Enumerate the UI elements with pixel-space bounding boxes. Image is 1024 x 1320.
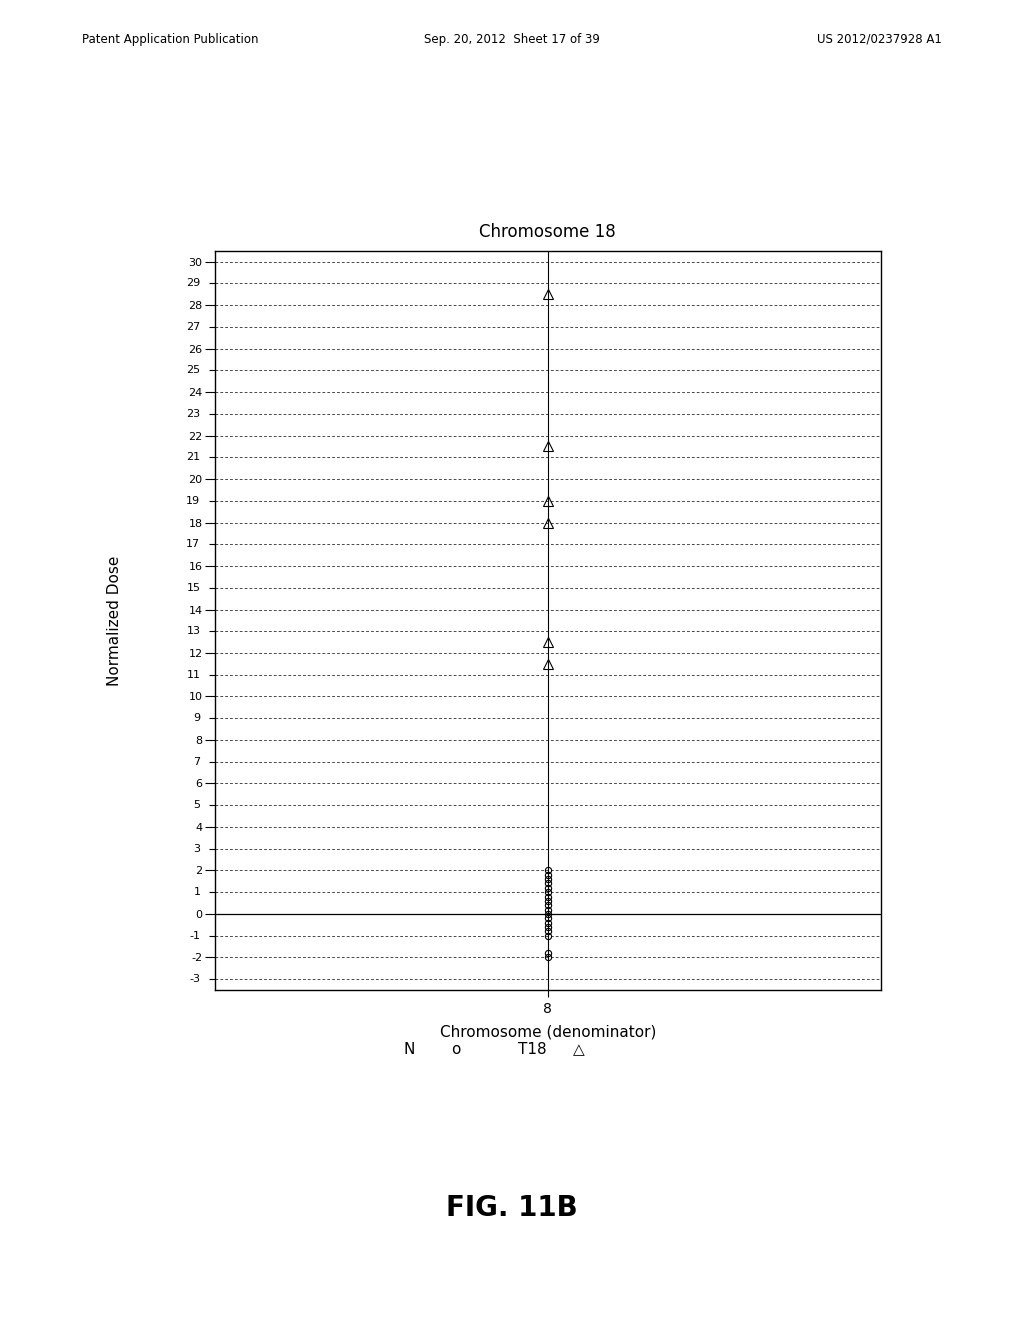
Text: 19: 19	[186, 496, 201, 506]
Text: -3: -3	[189, 974, 201, 985]
Text: 1: 1	[194, 887, 201, 898]
Text: -1: -1	[189, 931, 201, 941]
Text: 5: 5	[194, 800, 201, 810]
Text: T18: T18	[518, 1041, 547, 1057]
Text: US 2012/0237928 A1: US 2012/0237928 A1	[817, 33, 942, 46]
Text: 27: 27	[186, 322, 201, 331]
Text: 11: 11	[186, 669, 201, 680]
Text: o: o	[451, 1041, 461, 1057]
X-axis label: Chromosome (denominator): Chromosome (denominator)	[439, 1024, 656, 1039]
Text: Patent Application Publication: Patent Application Publication	[82, 33, 258, 46]
Text: 15: 15	[186, 583, 201, 593]
Text: 3: 3	[194, 843, 201, 854]
Text: Sep. 20, 2012  Sheet 17 of 39: Sep. 20, 2012 Sheet 17 of 39	[424, 33, 600, 46]
Text: N: N	[403, 1041, 416, 1057]
Text: 17: 17	[186, 540, 201, 549]
Text: △: △	[572, 1041, 585, 1057]
Text: 13: 13	[186, 626, 201, 636]
Text: 9: 9	[194, 713, 201, 723]
Text: 29: 29	[186, 279, 201, 288]
Text: 21: 21	[186, 453, 201, 462]
Text: FIG. 11B: FIG. 11B	[446, 1193, 578, 1222]
Text: 23: 23	[186, 409, 201, 418]
Text: 7: 7	[194, 756, 201, 767]
Title: Chromosome 18: Chromosome 18	[479, 223, 616, 242]
Y-axis label: Normalized Dose: Normalized Dose	[106, 556, 122, 685]
Text: 25: 25	[186, 366, 201, 375]
